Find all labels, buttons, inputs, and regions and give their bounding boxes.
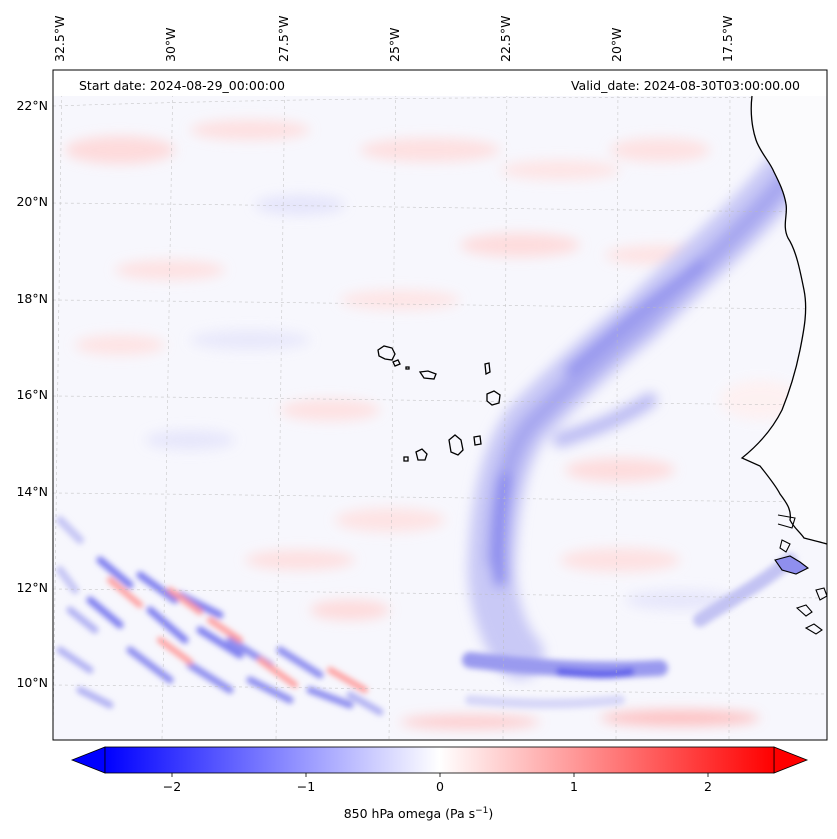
west-africa-coastline bbox=[740, 95, 827, 635]
lat-label-18n: 18°N bbox=[16, 291, 48, 306]
lat-label-22n: 22°N bbox=[16, 98, 48, 113]
colorbar-label: 850 hPa omega (Pa s−1) bbox=[0, 806, 837, 821]
colorbar-gradient bbox=[104, 746, 775, 774]
omega-field-patches bbox=[65, 120, 800, 729]
colorbar-tick-1: 1 bbox=[570, 779, 578, 794]
southwest-noise bbox=[56, 516, 384, 716]
colorbar-label-close: ) bbox=[488, 806, 494, 822]
colorbar-min-extend bbox=[70, 746, 106, 774]
lat-label-14n: 14°N bbox=[16, 484, 48, 499]
lat-label-10n: 10°N bbox=[16, 675, 48, 690]
ascent-band bbox=[467, 151, 809, 679]
lat-label-12n: 12°N bbox=[16, 580, 48, 595]
colorbar-max-extend bbox=[773, 746, 809, 774]
header-strip bbox=[53, 70, 827, 96]
valid-date-label: Valid_date: 2024-08-30T03:00:00.00 bbox=[570, 78, 800, 93]
lat-label-16n: 16°N bbox=[16, 387, 48, 402]
cabo-verde-islands bbox=[377, 345, 501, 462]
colorbar-label-exponent: −1 bbox=[475, 806, 489, 816]
colorbar-tick-0: 0 bbox=[436, 779, 444, 794]
colorbar-tick-neg1: −1 bbox=[296, 779, 316, 794]
colorbar-tick-2: 2 bbox=[704, 779, 712, 794]
colorbar-label-text: 850 hPa omega (Pa s bbox=[343, 806, 476, 822]
omega-field-background bbox=[53, 70, 827, 740]
colorbar-ticks bbox=[171, 773, 709, 777]
colorbar-tick-neg2: −2 bbox=[162, 779, 182, 794]
start-date-label: Start date: 2024-08-29_00:00:00 bbox=[79, 78, 285, 93]
lat-label-20n: 20°N bbox=[16, 194, 48, 209]
graticule bbox=[53, 70, 827, 740]
map-frame bbox=[52, 69, 828, 741]
